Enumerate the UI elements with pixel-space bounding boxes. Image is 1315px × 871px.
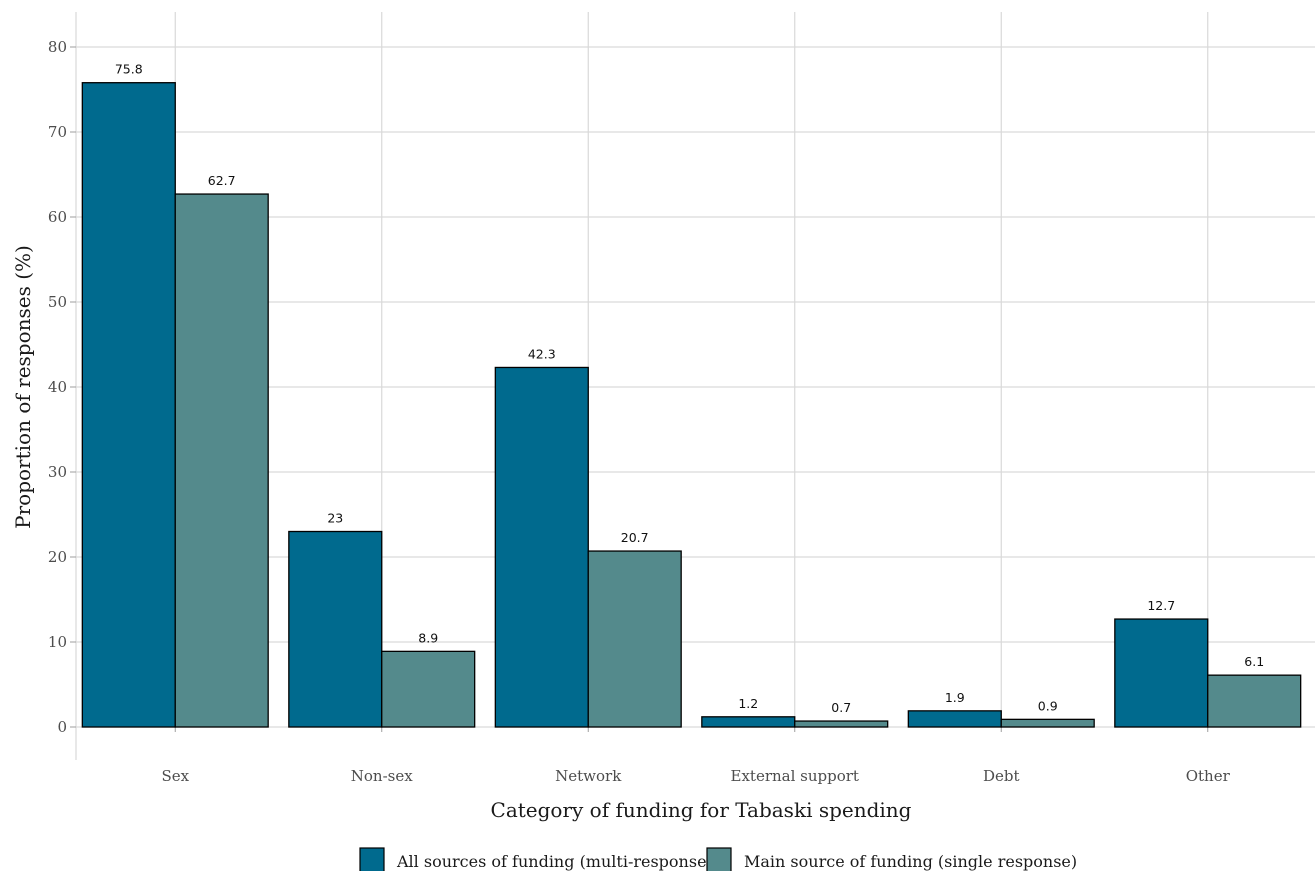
- bar-main-source: [587, 550, 682, 728]
- legend-label-all-sources: All sources of funding (multi-response): [396, 852, 713, 871]
- data-label: 75.8: [115, 62, 143, 77]
- data-label: 12.7: [1147, 598, 1175, 613]
- x-tick-label: Sex: [161, 767, 189, 785]
- data-label: 0.9: [1038, 698, 1058, 713]
- y-tick-label: 80: [48, 38, 67, 56]
- y-tick-label: 70: [48, 123, 67, 141]
- legend-swatch-main-source: [706, 847, 732, 871]
- data-label: 62.7: [208, 173, 236, 188]
- data-labels: 75.8 23 42.3 1.2 1.9 12.7 62.7 8.9 20.7 0.7 0.9 6.1: [115, 62, 1264, 715]
- data-label: 42.3: [528, 346, 556, 361]
- bar-main-source: [1207, 674, 1302, 728]
- x-axis-ticks: Sex Non-sex Network External support Debt Oth…: [161, 727, 1231, 785]
- bar-main-source: [381, 650, 476, 728]
- x-tick-label: External support: [731, 767, 859, 785]
- y-axis-title: Proportion of responses (%): [11, 245, 35, 529]
- y-tick-label: 20: [48, 548, 67, 566]
- y-tick-label: 40: [48, 378, 67, 396]
- bar-main-source: [1000, 718, 1095, 728]
- legend-label-main-source: Main source of funding (single response): [744, 852, 1077, 871]
- gridlines: [76, 12, 1315, 728]
- bar-main-source: [174, 193, 269, 728]
- bar-all-sources: [494, 366, 589, 728]
- y-tick-label: 0: [57, 718, 67, 736]
- x-tick-label: Network: [555, 767, 622, 785]
- x-tick-label: Non-sex: [351, 767, 413, 785]
- x-tick-label: Other: [1186, 767, 1231, 785]
- legend-swatch-all-sources: [359, 847, 385, 871]
- x-tick-label: Debt: [983, 767, 1020, 785]
- y-tick-label: 30: [48, 463, 67, 481]
- y-tick-label: 10: [48, 633, 67, 651]
- data-label: 0.7: [831, 700, 851, 715]
- legend: All sources of funding (multi-response) …: [359, 847, 1077, 871]
- bars: [81, 82, 1302, 728]
- data-label: 20.7: [621, 530, 649, 545]
- y-axis-ticks: 0 10 20 30 40 50 60 70 80: [48, 38, 76, 736]
- y-tick-label: 50: [48, 293, 67, 311]
- y-tick-label: 60: [48, 208, 67, 226]
- bar-all-sources: [81, 82, 176, 728]
- bar-all-sources: [907, 710, 1002, 728]
- data-label: 8.9: [418, 630, 438, 645]
- data-label: 1.2: [738, 696, 758, 711]
- data-label: 23: [327, 511, 343, 526]
- data-label: 1.9: [945, 690, 965, 705]
- bar-all-sources: [701, 716, 796, 728]
- x-axis-title: Category of funding for Tabaski spending: [491, 798, 912, 822]
- bar-all-sources: [288, 530, 383, 728]
- bar-all-sources: [1114, 618, 1209, 728]
- data-label: 6.1: [1244, 654, 1264, 669]
- bar-main-source: [794, 720, 889, 728]
